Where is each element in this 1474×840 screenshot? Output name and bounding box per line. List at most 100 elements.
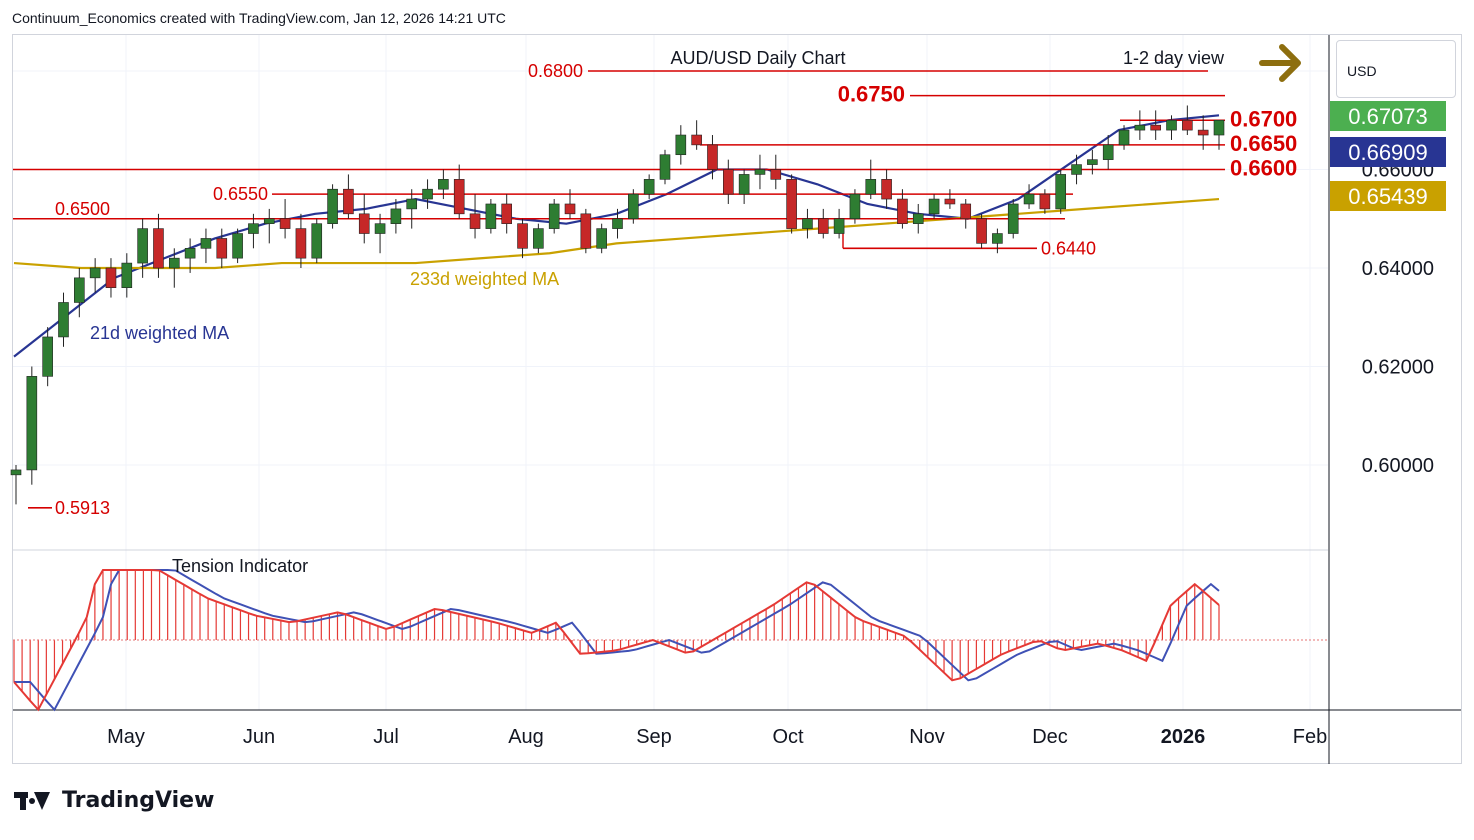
- candle-body: [1134, 124, 1146, 131]
- x-tick-label: Jun: [243, 726, 275, 748]
- candle-body: [628, 193, 639, 220]
- candle-body: [295, 228, 307, 259]
- candle-body: [74, 277, 85, 303]
- candle-body: [1118, 129, 1130, 146]
- candle-body: [232, 233, 243, 259]
- current-price-tag: 0.66909: [1330, 137, 1446, 167]
- candle-body: [137, 228, 148, 264]
- candle-body: [358, 213, 370, 234]
- tension-indicator-pane: [13, 569, 1328, 712]
- candle-body: [121, 262, 133, 289]
- currency-selector[interactable]: USD: [1336, 40, 1456, 98]
- candle-body: [1182, 119, 1193, 131]
- candle-body: [580, 213, 592, 249]
- price-tag-value: 0.67073: [1348, 104, 1428, 129]
- candle-body: [564, 203, 576, 215]
- level-label: 0.6440: [1041, 238, 1096, 258]
- tension-indicator-label: Tension Indicator: [172, 556, 308, 576]
- candle-body: [912, 213, 924, 224]
- candle-body: [548, 203, 560, 229]
- candle-body: [422, 188, 433, 200]
- ma21-label: 21d weighted MA: [90, 323, 229, 343]
- candle-body: [42, 336, 53, 377]
- chart-title: AUD/USD Daily Chart: [670, 48, 845, 68]
- tradingview-footer[interactable]: TradingView: [14, 788, 214, 813]
- candle-body: [897, 198, 908, 224]
- candle-body: [833, 218, 845, 234]
- candle-body: [390, 208, 402, 224]
- moving-averages: [13, 114, 1220, 358]
- candle-body: [501, 203, 512, 224]
- candle-body: [849, 193, 861, 220]
- candle-body: [343, 188, 354, 215]
- support-resistance-levels: [13, 70, 1225, 509]
- candle-body: [26, 376, 38, 471]
- x-tick-label: Feb: [1293, 726, 1327, 748]
- tension-signal-line: [14, 569, 1220, 712]
- current-price-tag: 0.65439: [1330, 181, 1446, 211]
- candle-body: [406, 198, 418, 210]
- candle-body: [438, 179, 449, 190]
- candle-body: [817, 218, 829, 234]
- y-tick-label: 0.60000: [1362, 455, 1434, 477]
- candle-body: [58, 302, 69, 338]
- candle-body: [786, 179, 797, 229]
- candle-body: [216, 238, 228, 259]
- candle-body: [944, 198, 956, 205]
- candle-body: [723, 169, 734, 195]
- candle-body: [802, 218, 813, 229]
- candle-body: [928, 198, 940, 215]
- y-tick-label: 0.64000: [1362, 258, 1434, 280]
- tradingview-logo-icon: [14, 790, 54, 812]
- candle-body: [327, 188, 338, 224]
- x-tick-label: Sep: [636, 726, 672, 748]
- arrow-head: [1279, 44, 1301, 82]
- candle-body: [865, 179, 877, 195]
- candle-body: [200, 238, 212, 249]
- level-label: 0.6800: [528, 61, 583, 81]
- candle-body: [738, 174, 750, 195]
- candle-body: [1197, 129, 1209, 136]
- level-label: 0.5913: [55, 498, 110, 518]
- candle-body: [659, 154, 671, 180]
- candle-body: [10, 469, 22, 476]
- level-label: 0.6650: [1230, 131, 1297, 156]
- candle-body: [184, 248, 196, 259]
- candle-body: [707, 144, 718, 170]
- candle-body: [1055, 174, 1067, 210]
- candle-body: [168, 257, 180, 269]
- candle-body: [675, 134, 687, 156]
- candle-body: [960, 203, 972, 220]
- arrow-right-icon: [1259, 44, 1301, 82]
- price-tag-value: 0.65439: [1348, 184, 1428, 209]
- level-label: 0.6500: [55, 199, 110, 219]
- candle-body: [153, 228, 164, 269]
- candle-body: [453, 179, 465, 215]
- tradingview-brand: TradingView: [62, 788, 215, 813]
- candle-body: [469, 213, 481, 229]
- candle-body: [992, 233, 1003, 244]
- current-price-tag: 0.67073: [1330, 101, 1446, 131]
- candle-body: [754, 169, 766, 175]
- ma21-line: [13, 114, 1220, 358]
- level-label: 0.6600: [1230, 156, 1297, 181]
- candle-body: [533, 228, 544, 249]
- chart-attribution: Continuum_Economics created with Trading…: [12, 10, 506, 26]
- candlesticks: [10, 105, 1225, 505]
- candle-body: [643, 179, 655, 195]
- candle-body: [1023, 193, 1035, 205]
- price-tag-bg: [1330, 137, 1446, 167]
- level-label: 0.6750: [838, 82, 905, 107]
- candle-body: [279, 218, 291, 229]
- candle-body: [485, 203, 497, 229]
- candle-body: [612, 218, 623, 229]
- candle-body: [1071, 164, 1082, 175]
- x-tick-label: Jul: [373, 726, 399, 748]
- candle-body: [1166, 119, 1177, 131]
- candle-body: [374, 223, 386, 234]
- candle-body: [1102, 144, 1114, 160]
- candle-body: [311, 223, 323, 259]
- candle-body: [976, 218, 987, 244]
